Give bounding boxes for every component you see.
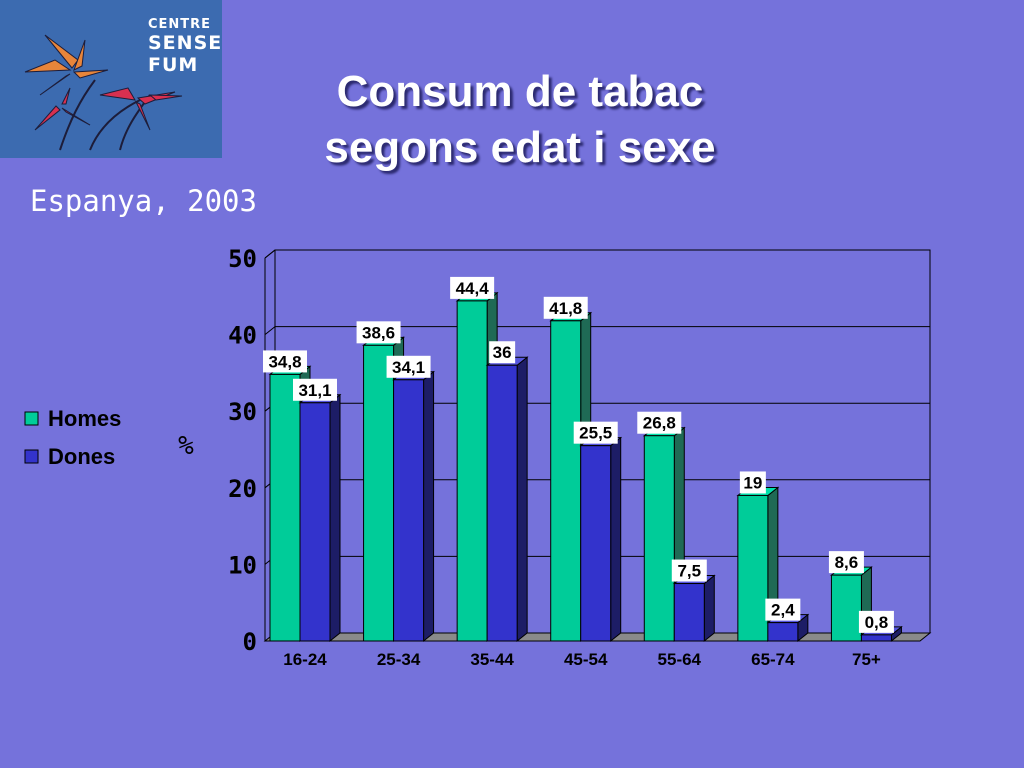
data-label: 31,1 (298, 381, 331, 400)
title-line-1: Consum de tabac (336, 67, 704, 116)
data-label-box (828, 551, 864, 574)
data-label-box (543, 296, 588, 319)
data-label: 25,5 (579, 424, 612, 443)
data-label: 34,1 (392, 358, 425, 377)
y-tick-label: 0 (243, 628, 257, 656)
data-label-box (386, 355, 431, 378)
data-label: 41,8 (549, 299, 582, 318)
logo-line-2: SENSE (148, 32, 222, 54)
data-label: 38,6 (362, 323, 395, 342)
legend-swatch-homes (24, 411, 39, 426)
legend-label-homes: Homes (48, 406, 121, 431)
y-tick-label: 40 (228, 322, 257, 350)
data-label-box (573, 421, 618, 444)
data-label-box (450, 276, 495, 299)
bar-homes-45-54 (550, 320, 582, 642)
data-label: 0,8 (865, 613, 889, 632)
legend-label-dones: Dones (48, 444, 115, 469)
bar-dones-45-54 (580, 445, 612, 642)
data-label-box (356, 321, 401, 344)
data-label: 2,4 (771, 601, 795, 620)
x-tick-label: 75+ (852, 650, 881, 669)
logo-line-3: FUM (148, 54, 199, 76)
y-tick-label: 20 (228, 475, 257, 503)
x-tick-label: 16-24 (283, 650, 327, 669)
bar-homes-25-34 (363, 344, 395, 642)
bar-side (516, 356, 528, 643)
bar-side (610, 436, 622, 643)
data-label: 34,8 (268, 352, 301, 371)
data-label: 26,8 (643, 414, 676, 433)
bar-homes-16-24 (269, 373, 301, 642)
data-label: 36 (493, 343, 512, 362)
x-tick-label: 65-74 (751, 650, 795, 669)
logo-text: CENTRE SENSE FUM (148, 17, 222, 77)
bar-dones-35-44 (486, 364, 518, 642)
slide-subtitle: Espanya, 2003 (30, 184, 257, 218)
data-label-box (263, 350, 307, 373)
data-label: 8,6 (835, 553, 859, 572)
x-tick-label: 25-34 (377, 650, 421, 669)
x-tick-label: 35-44 (470, 650, 514, 669)
data-label-box (293, 378, 337, 401)
data-label: 7,5 (677, 562, 701, 581)
y-tick-label: 30 (228, 398, 257, 426)
bar-side (423, 370, 435, 643)
y-tick-label: 10 (228, 551, 257, 579)
flower-illustration (24, 34, 183, 151)
data-label-box (671, 559, 707, 582)
bar-homes-75+ (830, 574, 862, 642)
bar-homes-65-74 (737, 494, 769, 642)
bar-dones-16-24 (299, 402, 331, 642)
data-label-box (765, 598, 801, 621)
slide-title: Consum de tabac segons edat i sexe (260, 64, 780, 176)
data-label: 19 (743, 473, 762, 492)
x-tick-label: 45-54 (564, 650, 608, 669)
bar-dones-65-74 (767, 622, 799, 642)
x-tick-label: 55-64 (658, 650, 702, 669)
bar-side (329, 393, 341, 643)
data-label-box (739, 471, 766, 494)
y-tick-label: 50 (228, 245, 257, 273)
bar-dones-25-34 (393, 379, 425, 642)
legend-swatch-dones (24, 449, 39, 464)
bar-dones-55-64 (673, 583, 705, 642)
data-label-box (489, 341, 516, 364)
y-axis-label: % (178, 431, 194, 461)
data-label: 44,4 (456, 279, 490, 298)
bar-homes-55-64 (643, 435, 675, 642)
bar-homes-35-44 (456, 300, 488, 642)
centre-sense-fum-logo: CENTRE SENSE FUM (0, 0, 222, 158)
data-label-box (637, 411, 682, 434)
gridline-side (264, 249, 276, 259)
logo-line-1: CENTRE (148, 17, 212, 32)
title-line-2: segons edat i sexe (324, 123, 716, 172)
gridline-side (264, 326, 276, 335)
data-label-box (858, 610, 894, 633)
bar-dones-75+ (860, 634, 892, 642)
bar-side (703, 574, 715, 643)
